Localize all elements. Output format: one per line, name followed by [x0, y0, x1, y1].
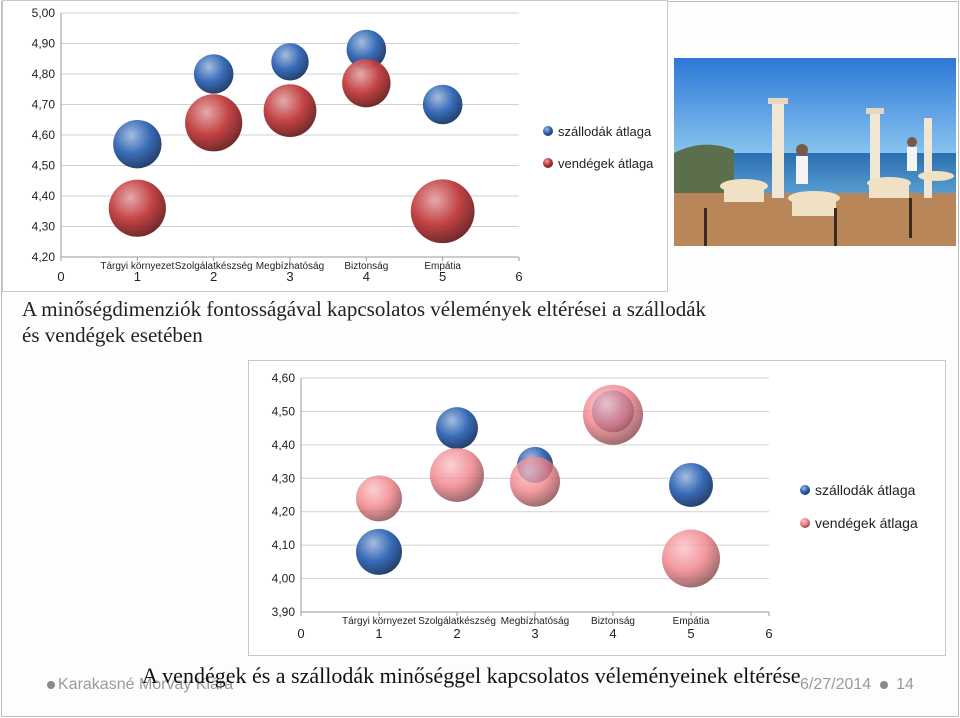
category-label: Tárgyi környezet — [100, 261, 174, 272]
bubble-hotels — [669, 462, 713, 507]
category-label: Biztonság — [344, 261, 388, 272]
x-tick-label: 5 — [687, 626, 694, 641]
bubble-hotels — [113, 119, 162, 169]
x-tick-label: 2 — [210, 269, 217, 284]
y-tick-label: 4,20 — [272, 505, 296, 519]
bubble-guests — [342, 58, 391, 108]
bubble-guests — [410, 179, 475, 244]
category-label: Empátia — [673, 616, 710, 627]
category-label: Biztonság — [591, 616, 635, 627]
y-tick-label: 4,40 — [272, 438, 296, 452]
legend-marker — [543, 158, 553, 168]
legend-marker — [800, 485, 810, 495]
legend-label: vendégek átlaga — [558, 156, 654, 171]
x-tick-label: 6 — [515, 269, 522, 284]
caption-top: A minőségdimenziók fontosságával kapcsol… — [22, 297, 707, 347]
x-tick-label: 4 — [363, 269, 370, 284]
y-tick-label: 4,30 — [32, 220, 56, 234]
chart-bottom: 3,90 4,00 4,10 4,20 4,30 4,40 4,50 4,60 0 1 2 3 4 5 6 T… — [248, 360, 946, 656]
y-tick-label: 4,40 — [32, 189, 56, 203]
x-tick-label: 1 — [134, 269, 141, 284]
category-label: Tárgyi környezet — [342, 616, 416, 627]
y-tick-label: 4,50 — [272, 404, 296, 418]
x-tick-label: 2 — [453, 626, 460, 641]
y-tick-label: 4,50 — [32, 159, 56, 173]
bubble-hotels — [356, 528, 402, 575]
y-tick-label: 4,60 — [272, 371, 296, 385]
bubble-guests — [662, 529, 720, 588]
chart-top-svg: 4,20 4,30 4,40 4,50 4,60 4,70 4,80 4,90 5,00 0 1 2 3… — [32, 6, 655, 284]
terrace-photo-image — [674, 58, 956, 246]
y-tick-label: 4,90 — [32, 37, 56, 51]
bubble-guests — [185, 94, 243, 152]
bubble-hotels — [193, 54, 234, 94]
bubble-guests — [510, 456, 560, 507]
bubble-hotels — [436, 407, 478, 450]
terrace-photo — [674, 58, 956, 246]
category-label: Szolgálatkészség — [175, 261, 253, 272]
y-tick-label: 5,00 — [32, 6, 56, 20]
x-tick-label: 6 — [765, 626, 772, 641]
x-tick-label: 1 — [375, 626, 382, 641]
y-tick-label: 4,60 — [32, 128, 56, 142]
bubble-guests — [430, 447, 484, 502]
x-tick-label: 5 — [439, 269, 446, 284]
x-tick-label: 3 — [286, 269, 293, 284]
x-tick-label: 4 — [609, 626, 616, 641]
category-label: Megbízhatóság — [501, 616, 569, 627]
y-tick-label: 4,00 — [272, 572, 296, 586]
y-tick-label: 4,30 — [272, 471, 296, 485]
legend-label: szállodák átlaga — [558, 124, 652, 139]
bubble-hotels — [422, 84, 463, 125]
bubble-guests — [108, 179, 166, 237]
footer-date: 6/27/2014 — [800, 676, 872, 693]
x-tick-label: 0 — [57, 269, 64, 284]
bubble-hotels — [346, 29, 387, 70]
chart-top: 4,20 4,30 4,40 4,50 4,60 4,70 4,80 4,90 5,00 0 1 2 3… — [2, 0, 668, 292]
category-label: Szolgálatkészség — [418, 616, 496, 627]
footer-author: Karakasné Morvay Klára — [58, 676, 234, 693]
chart-bottom-svg: 3,90 4,00 4,10 4,20 4,30 4,40 4,50 4,60 0 1 2 3 4 5 6 T… — [272, 371, 918, 641]
x-tick-label: 3 — [531, 626, 538, 641]
legend-marker — [543, 126, 553, 136]
bubble-guests — [263, 84, 317, 137]
footer-date-page: 6/27/2014 14 — [800, 676, 914, 694]
category-label: Megbízhatóság — [256, 261, 324, 272]
category-label: Empátia — [424, 261, 461, 272]
x-tick-label: 0 — [297, 626, 304, 641]
footer-bullet-icon — [47, 681, 55, 689]
bubble-hotels — [271, 43, 309, 81]
y-tick-label: 3,90 — [272, 605, 296, 619]
legend-marker — [800, 518, 810, 528]
legend-label: vendégek átlaga — [815, 515, 918, 531]
bubble-guests — [356, 475, 402, 522]
caption-bottom: A vendégek és a szállodák minőséggel kap… — [142, 663, 801, 688]
footer-page-number: 14 — [896, 676, 914, 693]
y-tick-label: 4,10 — [272, 538, 296, 552]
y-tick-label: 4,80 — [32, 67, 56, 81]
y-tick-label: 4,20 — [32, 250, 56, 264]
y-tick-label: 4,70 — [32, 98, 56, 112]
legend-label: szállodák átlaga — [815, 482, 916, 498]
footer-page-dot-icon — [879, 681, 888, 689]
bubble-guests — [583, 384, 643, 445]
